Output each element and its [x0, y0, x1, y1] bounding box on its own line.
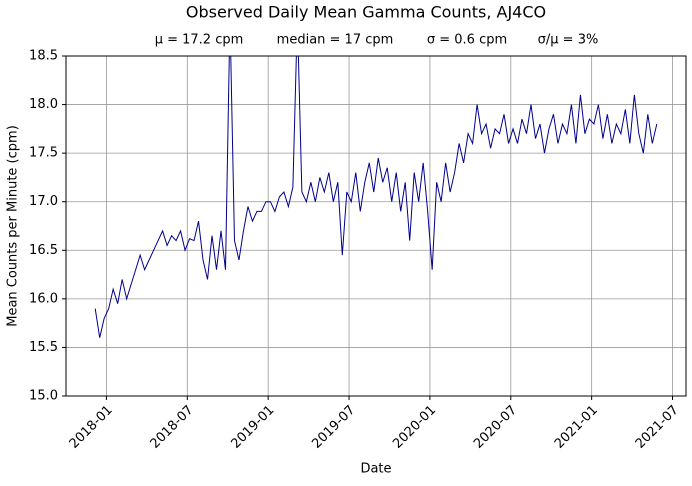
y-axis-label: Mean Counts per Minute (cpm) [6, 125, 21, 327]
stat: σ = 0.6 cpm [427, 33, 507, 48]
y-tick-label: 18.0 [29, 97, 58, 112]
y-tick-label: 15.5 [29, 340, 58, 355]
x-tick-label: 2019-07 [309, 403, 358, 452]
x-tick-label: 2021-07 [633, 403, 682, 452]
y-tick-label: 16.5 [29, 243, 58, 258]
y-tick-label: 15.0 [29, 389, 58, 404]
chart-title: Observed Daily Mean Gamma Counts, AJ4CO [186, 3, 546, 22]
stat: μ = 17.2 cpm [155, 33, 244, 48]
x-tick-label: 2018-01 [67, 403, 116, 452]
y-tick-label: 18.5 [29, 49, 58, 64]
x-tick-label: 2019-01 [228, 403, 277, 452]
x-tick-label: 2020-01 [390, 403, 439, 452]
x-tick-label: 2020-07 [471, 403, 520, 452]
y-tick-label: 17.0 [29, 194, 58, 209]
y-tick-label: 16.0 [29, 291, 58, 306]
plot-frame [65, 55, 687, 397]
stat: σ/μ = 3% [538, 33, 599, 48]
data-line [94, 56, 658, 338]
y-tick-label: 17.5 [29, 146, 58, 161]
x-tick-label: 2018-07 [148, 403, 197, 452]
x-axis-label: Date [360, 462, 391, 477]
x-tick-label: 2021-01 [552, 403, 601, 452]
stat: median = 17 cpm [277, 33, 394, 48]
